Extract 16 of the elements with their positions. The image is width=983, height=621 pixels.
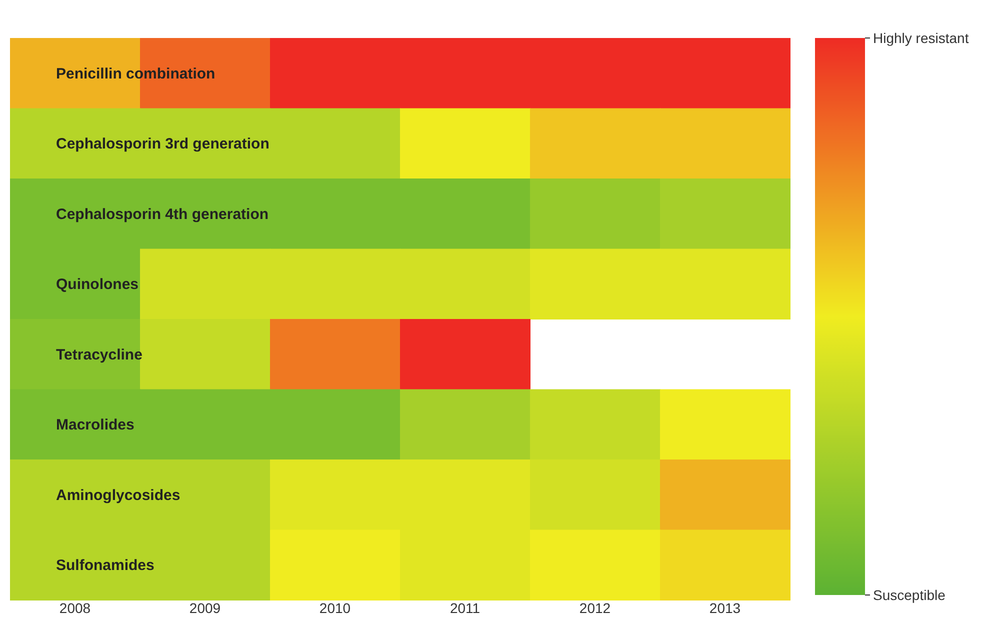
x-tick-label: 2013	[709, 600, 741, 616]
y-tick-label: Sulfonamides	[56, 557, 154, 574]
y-tick-label: Tetracycline	[56, 346, 142, 364]
x-tick-label: 2008	[59, 600, 91, 616]
color-bar-label: Highly resistant	[873, 30, 969, 46]
y-tick-label: Penicillin combination	[56, 65, 216, 82]
color-bar-label: Susceptible	[873, 586, 946, 603]
y-tick-label: Cephalosporin 4th generation	[56, 206, 269, 223]
x-tick-label: 2012	[579, 600, 611, 616]
y-tick-label: Quinolones	[56, 276, 138, 294]
x-tick-label: 2009	[189, 600, 221, 616]
y-tick-label: Aminoglycosides	[56, 486, 180, 504]
x-tick-label: 2010	[319, 600, 351, 616]
y-tick-label: Cephalosporin 3rd generation	[56, 136, 270, 153]
y-tick-label: Macrolides	[56, 416, 134, 434]
x-tick-label: 2011	[450, 600, 480, 616]
